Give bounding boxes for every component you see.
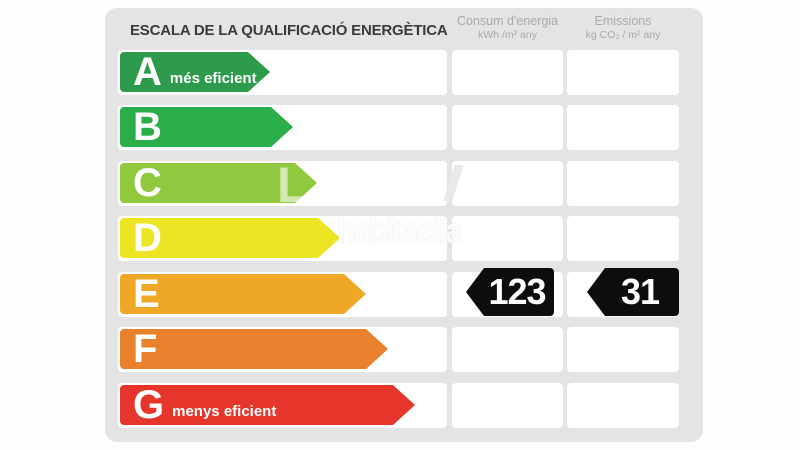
emissions-value: 31 — [620, 271, 660, 312]
emissions-value-badge: 31 — [587, 268, 679, 316]
rating-letter: F — [133, 327, 157, 371]
rating-letter: E — [133, 272, 159, 316]
consumption-cell — [452, 50, 563, 95]
consumption-value-badge: 123 — [466, 268, 554, 316]
rating-letter: A — [133, 50, 161, 94]
panel-title: ESCALA DE LA QUALIFICACIÓ ENERGÈTICA — [130, 22, 448, 39]
consumption-cell — [452, 216, 563, 261]
habitaclia-watermark: habitaclia — [337, 212, 462, 251]
consumption-value: 123 — [488, 271, 546, 312]
rating-letter: B — [133, 105, 161, 149]
rating-arrow-e: E — [120, 274, 366, 314]
consumption-column-header: Consum d'energia kWh /m² any — [452, 14, 563, 42]
rating-row-a: A més eficient — [105, 50, 703, 95]
rating-row-e-selected: E 123 31 — [105, 268, 703, 317]
emissions-header-unit: kg CO₂ / m² any — [585, 29, 661, 41]
rating-arrow-d: D — [120, 218, 340, 258]
emissions-cell — [567, 50, 679, 95]
energy-scale-panel: ESCALA DE LA QUALIFICACIÓ ENERGÈTICA Con… — [105, 8, 703, 442]
rating-row-g: G menys eficient — [105, 383, 703, 428]
rating-arrow-c: C — [120, 163, 317, 203]
consumption-cell — [452, 327, 563, 372]
rating-letter: G — [133, 383, 164, 427]
rating-arrow-f: F — [120, 329, 388, 369]
consumption-header-unit: kWh /m² any — [478, 29, 537, 41]
rating-row-f: F — [105, 327, 703, 372]
emissions-cell — [567, 327, 679, 372]
emissions-cell — [567, 105, 679, 150]
rating-letter: D — [133, 216, 161, 260]
emissions-column-header: Emissions kg CO₂ / m² any — [567, 14, 679, 42]
emissions-cell — [567, 216, 679, 261]
consumption-cell — [452, 161, 563, 206]
rating-row-b: B — [105, 105, 703, 150]
rating-note: menys eficient — [172, 403, 277, 420]
consumption-header-title: Consum d'energia — [456, 14, 559, 28]
emissions-header-title: Emissions — [594, 14, 652, 28]
watermark-fragment: LA — [277, 157, 348, 213]
rating-note: més eficient — [169, 70, 257, 87]
consumption-cell — [452, 105, 563, 150]
rating-letter: C — [133, 161, 161, 205]
rating-row-d: D — [105, 216, 703, 261]
rating-arrow-b: B — [120, 107, 293, 147]
rating-arrow-a: A més eficient — [120, 52, 270, 92]
emissions-cell — [567, 161, 679, 206]
emissions-cell — [567, 383, 679, 428]
consumption-cell — [452, 383, 563, 428]
rating-row-c: C — [105, 161, 703, 206]
rating-arrow-g: G menys eficient — [120, 385, 415, 425]
